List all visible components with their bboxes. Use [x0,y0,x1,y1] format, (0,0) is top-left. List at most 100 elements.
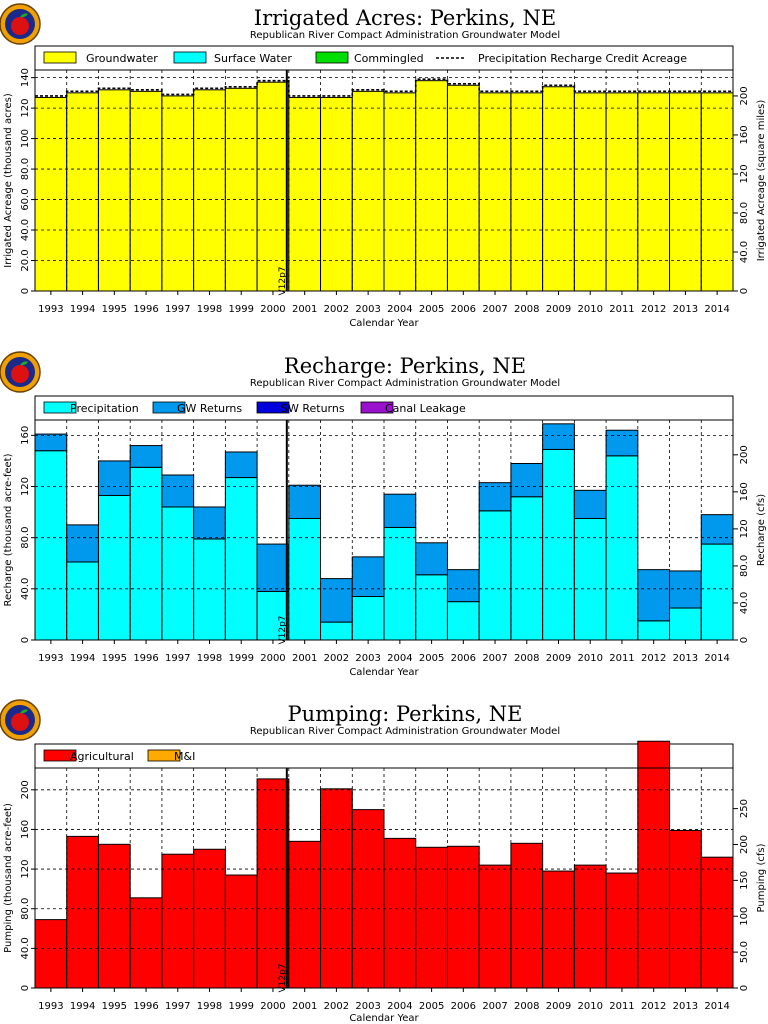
bar [129,897,163,989]
x-tick-label: 1998 [197,304,222,315]
x-tick-label: 1995 [102,653,127,664]
y-axis-label: Recharge (thousand acre-feet) [3,453,14,606]
bar [193,538,226,641]
chart-title: Recharge: Perkins, NE [284,354,526,378]
bar [161,853,195,989]
y-tick-label: 140 [20,68,31,87]
bar [542,423,575,450]
bar [320,621,353,641]
legend-box [34,45,734,71]
bar [351,596,385,641]
y-right-axis-label: Pumping (cfs) [756,843,767,912]
bar [573,92,607,292]
legend-swatch [173,51,207,64]
legend-swatch [147,749,181,762]
x-tick-label: 2005 [419,304,444,315]
legend-swatch [360,401,394,414]
x-tick-label: 1997 [165,653,190,664]
bar [669,607,702,641]
legend-label: Precipitation [70,402,139,415]
x-tick-label: 2001 [292,304,317,315]
version-marker-label: V12p7 [278,963,288,992]
y-right-tick-label: 160 [739,482,750,501]
x-tick-label: 2013 [673,304,698,315]
y-right-tick-label: 0 [739,985,750,991]
y-right-tick-label: 250 [739,799,750,818]
y-right-tick-label: 40.0 [739,241,750,263]
bar [510,462,544,498]
x-tick-label: 1995 [102,304,127,315]
x-tick-label: 1993 [38,304,63,315]
plot-frame [34,419,734,641]
legend-label: Groundwater [86,52,158,65]
bar [66,92,99,292]
y-tick-label: 200 [20,780,31,799]
x-tick-label: 2013 [673,1001,698,1012]
bar [605,872,639,989]
legend-swatch [43,401,77,414]
bar [383,92,417,292]
y-tick-label: 40.0 [20,219,31,241]
y-tick-label: 120 [20,477,31,496]
bar [34,433,68,452]
bar [129,445,163,468]
bar [478,482,512,512]
y-right-tick-label: 0 [739,637,750,643]
x-tick-label: 2003 [355,1001,380,1012]
x-tick-label: 1999 [229,653,254,664]
x-tick-label: 2009 [546,653,571,664]
chart-subtitle: Republican River Compact Administration … [250,30,560,41]
y-right-tick-label: 150 [739,871,750,890]
version-marker-label: V12p7 [278,615,288,644]
x-tick-label: 2004 [387,653,412,664]
chart-title: Pumping: Perkins, NE [288,702,523,726]
bar [542,870,575,989]
y-right-tick-label: 80.0 [739,202,750,224]
x-tick-label: 2002 [324,1001,349,1012]
y-right-axis-label: Recharge (cfs) [756,494,767,566]
plot-frame [34,767,734,989]
x-tick-label: 1996 [133,653,158,664]
y-right-tick-label: 200 [739,445,750,464]
bar [34,450,68,641]
bar [320,578,353,623]
x-tick-label: 1996 [133,304,158,315]
bar [669,92,702,292]
bar [415,574,448,641]
x-tick-label: 1997 [165,1001,190,1012]
legend-box [34,743,734,769]
bar [320,788,353,989]
x-tick-label: 2014 [704,304,729,315]
y-right-tick-label: 80.0 [739,555,750,577]
y-tick-label: 100 [20,129,31,148]
bar [700,543,734,641]
legend-swatch [43,749,77,762]
bar [542,448,575,641]
x-tick-label: 1994 [70,304,95,315]
legend-swatch [256,401,290,414]
bar [573,517,607,641]
bar [351,556,385,598]
x-tick-label: 2011 [609,653,634,664]
legend-label: Commingled [354,52,424,65]
y-right-axis-label: Irrigated Acreage (square miles) [756,100,767,262]
x-tick-label: 2004 [387,304,412,315]
x-tick-label: 2005 [419,653,444,664]
bar [320,96,353,292]
x-axis-label: Calendar Year [349,1013,419,1024]
x-tick-label: 2001 [292,653,317,664]
x-axis-label: Calendar Year [349,318,419,329]
x-tick-label: 2012 [641,653,666,664]
plot-frame [34,69,734,292]
x-tick-label: 2006 [451,653,476,664]
bar [510,842,544,989]
x-tick-label: 2003 [355,304,380,315]
x-tick-label: 2007 [482,1001,507,1012]
bar [573,864,607,989]
version-marker-label: V12p7 [278,266,288,295]
bar [478,92,512,292]
bar [66,561,99,641]
legend-label: M&I [174,750,195,763]
